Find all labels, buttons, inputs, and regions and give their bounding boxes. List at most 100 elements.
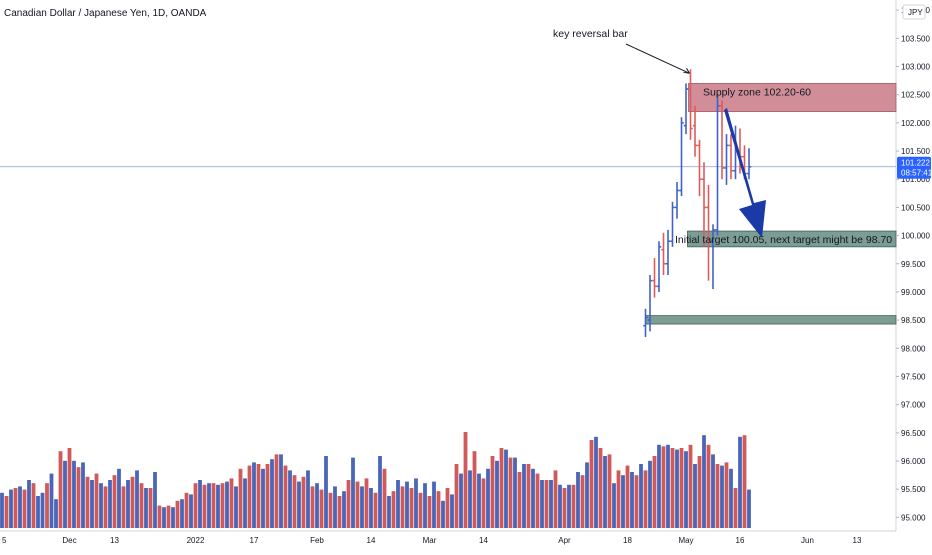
volume-bar (679, 448, 684, 528)
volume-bar (27, 480, 31, 528)
volume-bar (198, 480, 202, 528)
volume-bar (684, 451, 688, 528)
volume-bar (544, 480, 549, 528)
volume-bar (292, 475, 297, 528)
price-tick-label: 97.500 (901, 372, 926, 381)
current-price-time: 08:57:41 (901, 169, 932, 178)
volume-bar (445, 488, 450, 528)
volume-bar (45, 483, 49, 528)
target-zone-label: Initial target 100.05, next target might… (675, 234, 892, 246)
volume-bar (387, 496, 391, 528)
price-tick-label: 101.000 (901, 175, 930, 184)
volume-bar (279, 454, 283, 528)
ohlc-bar (697, 139, 702, 197)
volume-bar (571, 484, 576, 528)
price-tick-label: 100.000 (901, 232, 930, 241)
volume-bar (63, 460, 67, 528)
volume-bar (225, 481, 229, 528)
time-tick-label: May (678, 536, 693, 545)
volume-bar (436, 491, 441, 528)
volume-bar (0, 492, 4, 528)
volume-bar (481, 478, 486, 528)
price-tick-label: 97.000 (901, 401, 926, 410)
volume-bar (180, 499, 184, 528)
volume-bar (652, 456, 657, 528)
ohlc-bar (670, 201, 675, 247)
volume-bar (409, 488, 414, 528)
volume-bar (648, 460, 652, 528)
price-axis[interactable]: 95.000 95.500 96.000 96.500 97.000 97.500 98.0… (896, 4, 932, 522)
volume-bar (360, 486, 364, 528)
volume-bar (513, 457, 517, 528)
volume-bar (139, 483, 144, 528)
volume-bar (288, 470, 292, 528)
volume-bar (477, 473, 481, 528)
volume-bar (58, 451, 63, 528)
price-tick-label: 102.500 (901, 91, 930, 100)
volume-bar (400, 486, 405, 528)
time-axis[interactable]: 5 Dec 13 2022 17 Feb 14 Mar 14 Apr 18 May 16 Jun 13 (2, 536, 862, 545)
volume-bar (562, 488, 567, 528)
price-tick-label: 102.000 (901, 119, 930, 128)
volume-bar (315, 483, 319, 528)
ohlc-bar (715, 94, 720, 236)
symbol-title: Canadian Dollar / Japanese Yen, 1D, OAND… (4, 8, 207, 19)
volume-bar (621, 475, 625, 528)
volume-bar (733, 488, 738, 528)
volume-bar (594, 436, 598, 528)
volume-bar (720, 465, 724, 528)
volume-bar (175, 500, 180, 528)
price-tick-label: 95.500 (901, 485, 926, 494)
time-tick-label: Feb (310, 536, 324, 545)
volume-bar (72, 460, 76, 528)
price-tick-label: 96.500 (901, 429, 926, 438)
volume-bar (666, 444, 670, 528)
current-price-badge[interactable] (897, 156, 931, 179)
volume-bar (306, 470, 310, 528)
volume-bar (144, 488, 148, 528)
volume-bar (247, 465, 252, 528)
volume-bar (738, 436, 742, 528)
volume-bar (193, 483, 198, 528)
volume-bar (607, 454, 612, 528)
volume-bar (99, 483, 103, 528)
time-tick-label: 13 (110, 536, 119, 545)
volume-bar (553, 470, 558, 528)
volume-bar (135, 470, 139, 528)
volume-bar (130, 476, 135, 528)
volume-bar (580, 475, 585, 528)
volume-bar (504, 449, 508, 528)
volume-bar (270, 459, 274, 528)
volume-bar (355, 481, 360, 528)
volume-bar (535, 473, 540, 528)
ohlc-bar (661, 232, 666, 276)
volume-bar (517, 472, 522, 528)
volume-bar (126, 480, 130, 528)
volume-bar (441, 500, 445, 528)
volume-bar (184, 492, 189, 528)
volume-bar (616, 470, 621, 528)
volume-bar (589, 440, 594, 528)
volume-bar (256, 464, 261, 528)
annotations: key reversal bar Supply zone 102.20-60 Ini… (553, 28, 892, 246)
volume-bar (661, 446, 666, 528)
volume-bars (0, 432, 751, 528)
volume-bar (13, 488, 18, 528)
volume-bar (117, 468, 121, 528)
price-tick-label: 95.000 (901, 513, 926, 522)
ohlc-bar (683, 83, 689, 135)
volume-bar (67, 448, 72, 528)
currency-badge[interactable] (902, 4, 926, 20)
price-tick-label: 99.500 (901, 260, 926, 269)
volume-bar (405, 481, 409, 528)
currency-badge-label[interactable]: JPY (908, 8, 923, 17)
volume-bar (567, 484, 571, 528)
ohlc-bar (665, 229, 671, 276)
volume-bar (724, 462, 729, 528)
volume-bar (31, 483, 36, 528)
volume-bar (337, 496, 342, 528)
volume-bar (310, 486, 315, 528)
volume-bar (576, 472, 580, 528)
